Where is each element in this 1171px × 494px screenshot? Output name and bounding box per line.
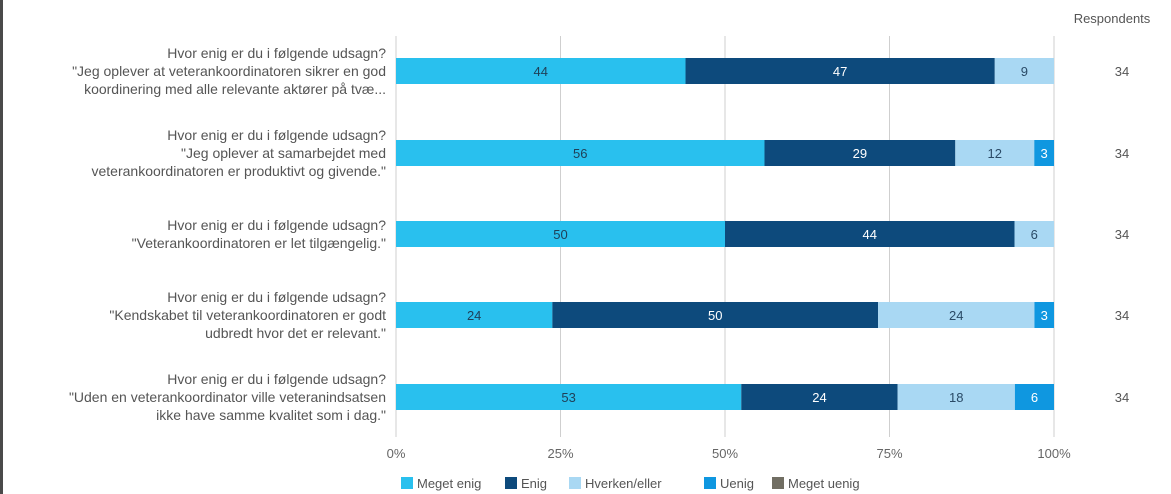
legend[interactable]: Meget enig Enig Hverken/eller Uenig Meget ue… [401,476,860,491]
legend-label: Meget uenig [788,476,860,491]
data-label: 50 [708,308,722,323]
bar-segment [897,384,1015,410]
legend-item[interactable]: Meget enig [401,476,481,491]
bar-segment [396,140,765,166]
data-label: 9 [1021,64,1028,79]
bar-segment [1014,384,1054,410]
category-label-line: Hvor enig er du i følgende udsagn? [167,289,386,305]
bar-segment [955,140,1035,166]
data-label: 3 [1041,308,1048,323]
category-labels: Hvor enig er du i følgende udsagn? "Jeg o… [69,45,386,423]
legend-swatch [569,477,581,489]
category-label-line: koordinering med alle relevante aktører … [84,81,386,97]
x-axis: 0% 25% 50% 75% 100% [387,446,1071,461]
category-label-line: Hvor enig er du i følgende udsagn? [167,217,386,233]
bar-segment [725,221,1015,247]
legend-swatch [505,477,517,489]
category-label-line: Hvor enig er du i følgende udsagn? [167,371,386,387]
legend-item[interactable]: Enig [505,476,547,491]
data-label: 18 [949,390,963,405]
respondents-count: 34 [1115,146,1129,161]
category-label-line: Hvor enig er du i følgende udsagn? [167,45,386,61]
respondents-count: 34 [1115,308,1129,323]
data-label: 50 [553,227,567,242]
bar-segment [1014,221,1054,247]
data-label: 44 [534,64,548,79]
data-label: 53 [561,390,575,405]
bar-segment [764,140,956,166]
respondents-header: Respondents [1074,11,1151,26]
category-label-line: "Uden en veterankoordinator ville vetera… [69,389,386,405]
data-label: 29 [853,146,867,161]
category-label-line: "Jeg oplever at samarbejdet med [181,145,386,161]
bar-segment [396,384,742,410]
category-label-line: veterankoordinatoren er produktivt og gi… [92,163,387,179]
data-label: 6 [1031,390,1038,405]
legend-label: Hverken/eller [585,476,662,491]
bar-segment [741,384,898,410]
bar-segment [396,221,725,247]
x-tick-label: 50% [712,446,738,461]
data-label: 6 [1031,227,1038,242]
window-frame-edge [0,0,3,494]
legend-swatch [704,477,716,489]
bar-segment [994,58,1054,84]
bar-segment [685,58,995,84]
legend-label: Uenig [720,476,754,491]
bar-segment [878,302,1035,328]
bar-segment [552,302,879,328]
bars: 44 47 9 56 29 12 3 50 44 6 24 50 24 3 53 24 18 6 [396,58,1054,410]
bar-segment [1034,140,1054,166]
category-label-line: Hvor enig er du i følgende udsagn? [167,127,386,143]
data-label: 44 [863,227,877,242]
legend-item[interactable]: Hverken/eller [569,476,662,491]
legend-item[interactable]: Meget uenig [772,476,860,491]
legend-swatch [401,477,413,489]
x-tick-label: 25% [547,446,573,461]
bar-segment [396,58,686,84]
data-label: 47 [833,64,847,79]
category-label-line: "Veterankoordinatoren er let tilgængelig… [132,235,386,251]
category-label-line: udbredt hvor det er relevant." [205,325,386,341]
category-label-line: "Jeg oplever at veterankoordinatoren sik… [72,63,386,79]
x-tick-label: 75% [876,446,902,461]
x-tick-label: 100% [1037,446,1071,461]
data-label: 24 [812,390,826,405]
data-label: 24 [949,308,963,323]
category-label-line: ikke have samme kvalitet som i dag." [156,407,386,423]
legend-label: Enig [521,476,547,491]
respondents-count: 34 [1115,64,1129,79]
data-label: 12 [988,146,1002,161]
legend-swatch [772,477,784,489]
respondents-column: Respondents 34 34 34 34 34 [1074,11,1151,405]
respondents-count: 34 [1115,227,1129,242]
legend-item[interactable]: Uenig [704,476,754,491]
legend-label: Meget enig [417,476,481,491]
category-label-line: "Kendskabet til veterankoordinatoren er … [109,307,386,323]
data-label: 24 [467,308,481,323]
bar-segment [1034,302,1054,328]
data-label: 56 [573,146,587,161]
bar-segment [396,302,553,328]
x-tick-label: 0% [387,446,406,461]
data-label: 3 [1041,146,1048,161]
respondents-count: 34 [1115,390,1129,405]
